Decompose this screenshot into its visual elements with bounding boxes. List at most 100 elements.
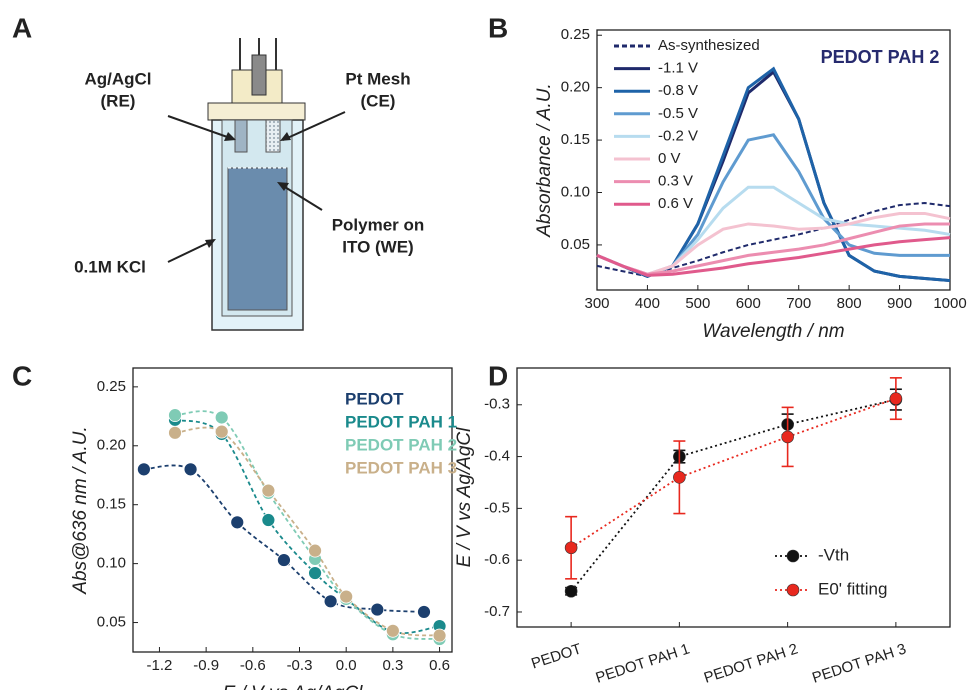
y-tick-label: 0.05 (561, 236, 590, 253)
data-point (168, 425, 182, 440)
data-point (277, 553, 291, 567)
data-point (432, 628, 447, 643)
spectrum-line (596, 236, 951, 277)
counter-electrode (265, 119, 281, 153)
legend-label: -0.5 V (658, 105, 698, 122)
x-tick-label: -1.2 (147, 657, 173, 674)
data-point (385, 623, 400, 638)
data-point (183, 462, 198, 477)
x-tick-label: 800 (837, 295, 862, 312)
x-tick-label: PEDOT PAH 3 (810, 640, 908, 686)
y-tick-label: 0.15 (97, 496, 126, 513)
y-axis-label: E / V vs Ag/AgCl (454, 427, 475, 568)
legend-label: -1.1 V (658, 60, 698, 77)
x-tick-label: 500 (685, 295, 710, 312)
data-point (323, 594, 338, 609)
x-tick-label: 900 (887, 295, 912, 312)
y-tick-label: 0.25 (97, 378, 126, 395)
legend-label: 0.3 V (658, 173, 693, 190)
x-tick-label: 300 (584, 295, 609, 312)
y-axis-label: Absorbance / A.U. (534, 83, 555, 237)
panel-label: B (488, 12, 508, 43)
legend-label: PEDOT PAH 2 (345, 435, 457, 454)
x-tick-label: 1000 (933, 295, 966, 312)
data-point (261, 513, 276, 527)
data-point (339, 589, 354, 604)
data-point (417, 605, 431, 619)
fit-line (143, 464, 425, 613)
plot-frame (132, 367, 453, 653)
panel-label: A (12, 12, 32, 43)
data-point (673, 470, 686, 484)
x-axis-label: Wavelength / nm (702, 321, 844, 342)
y-tick-label: -0.3 (484, 396, 510, 413)
spectrum-line (596, 222, 950, 276)
legend-label: -Vth (818, 545, 849, 564)
diagram-label: Pt Mesh (345, 69, 410, 88)
x-tick-label: 0.6 (429, 657, 450, 674)
spectrum-line (596, 69, 951, 283)
x-tick-label: -0.6 (240, 657, 266, 674)
data-point (214, 410, 229, 425)
y-tick-label: 0.10 (97, 555, 126, 572)
data-point (564, 541, 578, 555)
plot-frame (516, 367, 951, 628)
legend-label: PEDOT (345, 389, 404, 408)
data-point (168, 408, 182, 423)
data-point (781, 430, 794, 444)
annotation: PEDOT PAH 2 (821, 47, 940, 67)
y-axis-label: Abs@636 nm / A.U. (70, 426, 91, 594)
panel-label: C (12, 360, 32, 391)
x-tick-label: 0.0 (336, 657, 357, 674)
panel-label: D (488, 360, 508, 391)
data-point (214, 424, 229, 439)
connector (251, 54, 267, 96)
y-tick-label: 0.05 (97, 614, 126, 631)
legend-label: E0' fitting (818, 579, 887, 598)
x-tick-label: -0.3 (287, 657, 313, 674)
data-point (564, 584, 578, 598)
series-line (570, 397, 897, 549)
data-point (308, 566, 322, 580)
legend-label: PEDOT PAH 3 (345, 458, 457, 477)
y-tick-label: 0.25 (561, 26, 590, 43)
x-tick-label: -0.9 (193, 657, 219, 674)
legend-marker (786, 583, 800, 597)
data-point (370, 602, 385, 617)
legend-label: PEDOT PAH 1 (345, 412, 457, 431)
arrow-heads (205, 132, 291, 248)
legend-marker (786, 549, 800, 563)
diagram-label: (RE) (101, 91, 136, 110)
diagram-label: Ag/AgCl (84, 69, 151, 88)
legend-label: -0.2 V (658, 127, 698, 144)
polymer-electrode (227, 167, 288, 311)
data-point (889, 392, 903, 405)
y-tick-label: -0.4 (484, 448, 510, 465)
x-tick-label: PEDOT PAH 1 (594, 640, 692, 686)
x-tick-label: 0.3 (382, 657, 403, 674)
x-tick-label: 400 (635, 295, 660, 312)
y-tick-label: 0.20 (97, 437, 126, 454)
y-tick-label: -0.7 (484, 603, 510, 620)
x-tick-label: PEDOT PAH 2 (702, 640, 800, 686)
reference-electrode (234, 119, 248, 153)
diagram-label: 0.1M KCl (74, 257, 146, 276)
cap (207, 102, 306, 121)
y-tick-label: -0.5 (484, 499, 510, 516)
legend-label: 0 V (658, 150, 681, 167)
arrows (167, 111, 346, 263)
x-tick-label: PEDOT (529, 640, 583, 672)
y-tick-label: 0.15 (561, 131, 590, 148)
cell-diagram: A (12, 12, 346, 331)
series-line (570, 398, 897, 592)
diagram-label: (CE) (361, 91, 396, 110)
diagram-label: Polymer on (332, 215, 425, 234)
x-axis-label: E / V vs Ag/AgCl (223, 683, 364, 690)
spectrum-line (596, 66, 951, 283)
data-point (136, 462, 151, 477)
data-point (230, 515, 245, 530)
data-point (261, 483, 276, 498)
x-tick-label: 600 (736, 295, 761, 312)
y-tick-label: -0.6 (484, 551, 510, 568)
